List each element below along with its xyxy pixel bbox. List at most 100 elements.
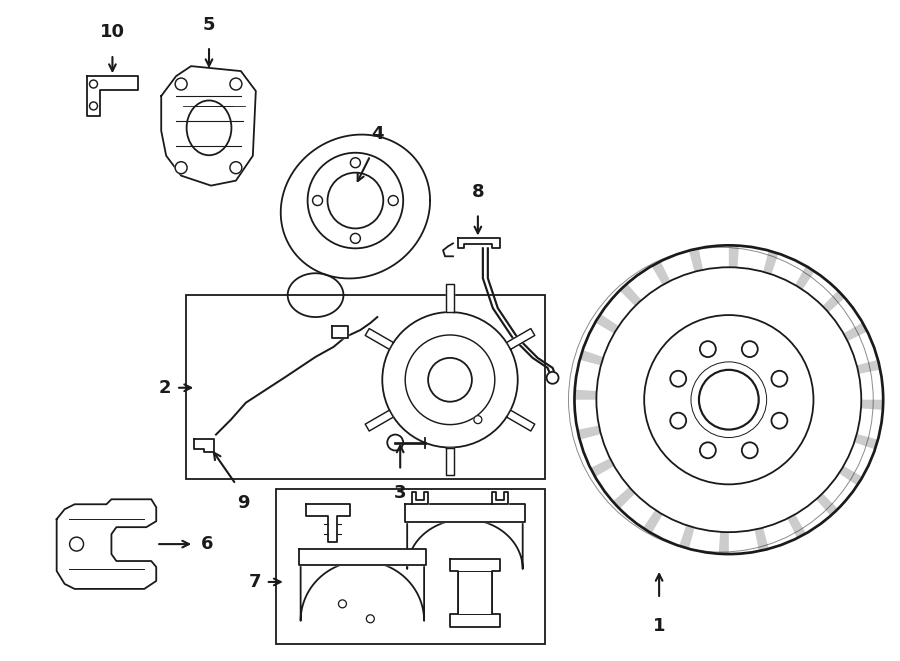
Polygon shape (590, 458, 614, 477)
Text: 5: 5 (202, 17, 215, 34)
Circle shape (670, 412, 686, 428)
Text: 2: 2 (158, 379, 171, 397)
Circle shape (771, 412, 788, 428)
Polygon shape (828, 481, 851, 502)
Circle shape (382, 312, 518, 447)
Polygon shape (613, 487, 635, 509)
Polygon shape (507, 329, 535, 350)
Polygon shape (859, 417, 882, 430)
Polygon shape (580, 350, 603, 366)
Polygon shape (57, 499, 157, 589)
Circle shape (771, 371, 788, 387)
Polygon shape (839, 466, 862, 485)
Polygon shape (491, 492, 508, 504)
Text: 7: 7 (248, 573, 261, 591)
Bar (458, 571, 491, 614)
Circle shape (230, 78, 242, 90)
Polygon shape (620, 284, 642, 306)
Polygon shape (729, 245, 739, 268)
Polygon shape (719, 532, 729, 554)
Polygon shape (607, 298, 629, 319)
Circle shape (89, 80, 97, 88)
Circle shape (428, 358, 472, 402)
Polygon shape (627, 499, 648, 522)
Circle shape (69, 537, 84, 551)
Circle shape (230, 162, 242, 174)
Polygon shape (582, 442, 607, 459)
Polygon shape (857, 360, 880, 374)
Circle shape (574, 245, 883, 554)
Polygon shape (365, 410, 393, 431)
Polygon shape (450, 559, 500, 627)
Polygon shape (746, 247, 759, 270)
Polygon shape (788, 514, 806, 538)
Polygon shape (578, 426, 601, 440)
Polygon shape (823, 291, 845, 313)
Circle shape (308, 153, 403, 249)
Circle shape (474, 416, 482, 424)
Polygon shape (332, 326, 348, 338)
Text: 8: 8 (472, 182, 484, 200)
Polygon shape (763, 251, 778, 274)
Circle shape (312, 196, 322, 206)
Polygon shape (301, 561, 424, 621)
Polygon shape (854, 434, 877, 449)
Circle shape (350, 233, 360, 243)
Circle shape (328, 173, 383, 229)
Circle shape (670, 371, 686, 387)
Circle shape (176, 162, 187, 174)
Polygon shape (600, 473, 624, 494)
Text: 6: 6 (201, 535, 213, 553)
Polygon shape (771, 522, 788, 546)
Circle shape (700, 341, 716, 357)
Circle shape (699, 370, 759, 430)
Polygon shape (803, 505, 823, 528)
Polygon shape (779, 257, 797, 281)
Text: 10: 10 (100, 23, 125, 41)
Polygon shape (194, 438, 214, 453)
Polygon shape (446, 447, 454, 475)
Circle shape (338, 600, 346, 608)
Circle shape (388, 196, 398, 206)
Polygon shape (652, 261, 670, 285)
Polygon shape (575, 408, 598, 420)
Polygon shape (861, 400, 883, 410)
Polygon shape (407, 519, 523, 569)
Text: 1: 1 (652, 617, 665, 635)
Circle shape (700, 442, 716, 458)
Circle shape (350, 158, 360, 168)
Polygon shape (860, 379, 883, 391)
Polygon shape (848, 450, 871, 468)
Polygon shape (670, 254, 687, 278)
Polygon shape (595, 314, 618, 334)
Polygon shape (634, 272, 655, 295)
Polygon shape (306, 504, 350, 542)
Polygon shape (281, 135, 430, 278)
Text: 3: 3 (394, 485, 407, 502)
Polygon shape (809, 277, 831, 300)
Polygon shape (795, 266, 815, 290)
Circle shape (387, 434, 403, 451)
Bar (275, 489, 544, 644)
Circle shape (89, 102, 97, 110)
Polygon shape (708, 246, 720, 268)
Polygon shape (507, 410, 535, 431)
Polygon shape (405, 504, 525, 522)
Polygon shape (299, 549, 426, 565)
Polygon shape (161, 66, 256, 186)
Text: 4: 4 (371, 125, 383, 143)
Polygon shape (698, 529, 712, 553)
Circle shape (176, 78, 187, 90)
Polygon shape (365, 329, 393, 350)
Polygon shape (288, 273, 344, 317)
Polygon shape (834, 306, 857, 326)
Polygon shape (574, 389, 597, 400)
Polygon shape (680, 525, 695, 549)
Polygon shape (851, 340, 875, 357)
Circle shape (546, 372, 559, 384)
Polygon shape (644, 510, 662, 533)
Polygon shape (688, 249, 703, 272)
Polygon shape (446, 284, 454, 312)
Circle shape (644, 315, 814, 485)
Circle shape (366, 615, 374, 623)
